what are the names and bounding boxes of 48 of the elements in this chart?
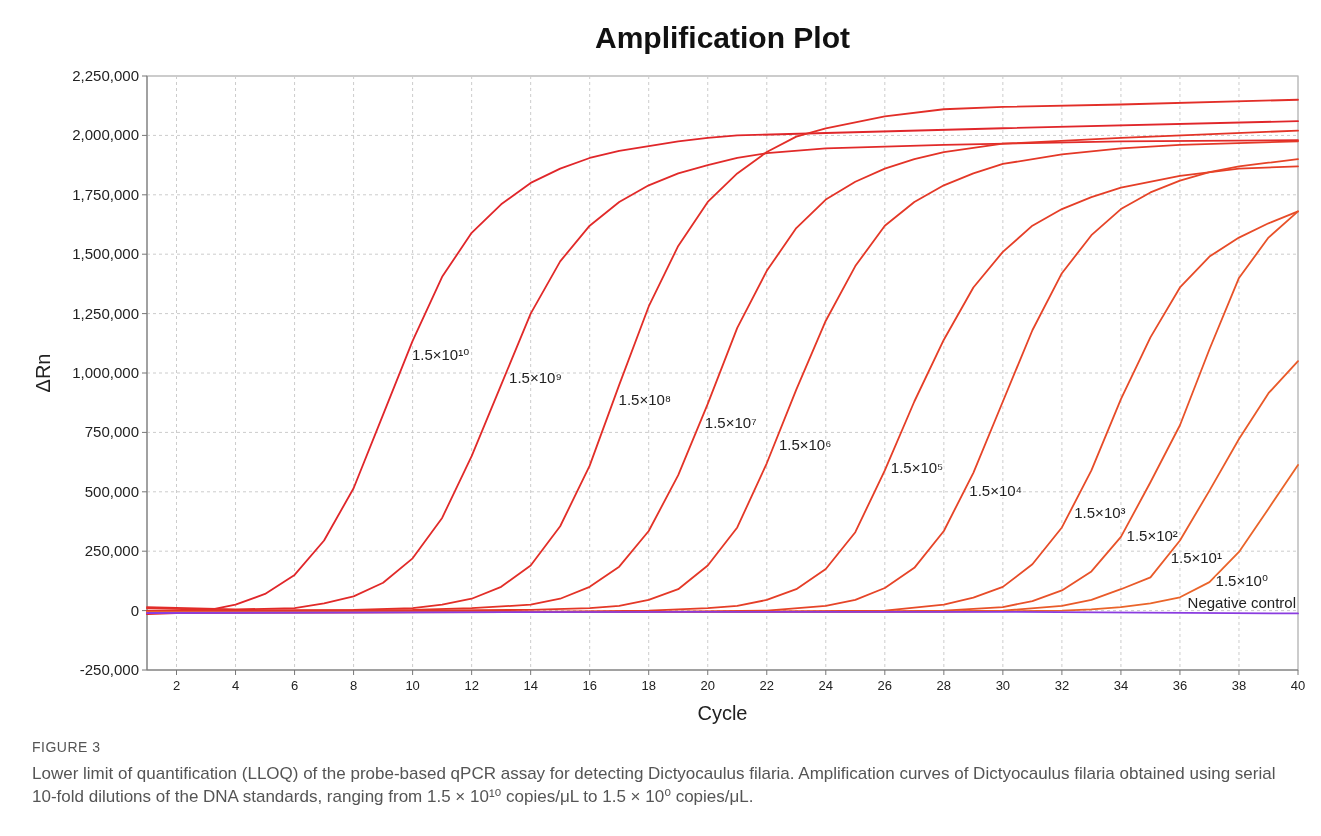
- series-label: 1.5×10⁵: [890, 459, 944, 477]
- x-tick-label: 16: [582, 678, 597, 693]
- x-tick-label: 20: [700, 678, 715, 693]
- y-tick-label: -250,000: [79, 661, 139, 678]
- series-label: Negative control: [1187, 594, 1296, 612]
- y-tick-label: 250,000: [84, 542, 139, 560]
- series-label: 1.5×10⁸: [618, 391, 672, 409]
- x-tick-label: 8: [349, 678, 358, 693]
- x-tick-label: 12: [464, 678, 479, 693]
- x-tick-label: 4: [231, 678, 240, 693]
- y-tick-label: 1,250,000: [72, 304, 139, 322]
- y-axis-title: ΔRn: [32, 353, 54, 393]
- series-label: 1.5×10¹: [1170, 549, 1222, 567]
- y-tick-label: 1,500,000: [72, 245, 139, 263]
- x-axis-title: Cycle: [697, 702, 748, 724]
- series-label: 1.5×10⁰: [1215, 571, 1268, 589]
- y-tick-label: 1,000,000: [72, 364, 139, 381]
- x-tick-label: 28: [936, 678, 952, 693]
- text: Lower limit of quantification (LLOQ) of the probe-based qPCR assay for detecting Dictyocaulus filaria. Amplification curves of Dictyocaulus filaria obtained using serial 10-fold dilutions of the DNA standards, ranging from 1.5 × 10¹⁰ copies/μL to 1.5 × 10⁰ copies/μL.: [32, 762, 1277, 808]
- x-tick-label: 6: [290, 678, 299, 693]
- chart-title: Amplification Plot: [595, 21, 851, 54]
- y-tick-label: 500,000: [84, 482, 139, 500]
- y-tick-label: 1,750,000: [72, 185, 139, 203]
- series-label: 1.5×10⁶: [778, 436, 832, 454]
- caption: FIGURE 3: [32, 738, 102, 757]
- x-tick-label: 40: [1290, 678, 1306, 693]
- series-label: 1.5×10³: [1074, 504, 1126, 522]
- y-tick-label: 750,000: [84, 423, 139, 441]
- x-tick-label: 10: [405, 678, 420, 693]
- series-label: 1.5×10⁷: [704, 413, 757, 431]
- x-tick-label: 24: [818, 678, 834, 693]
- series-label: 1.5×10⁹: [509, 368, 562, 386]
- series-label: 1.5×10²: [1126, 526, 1178, 544]
- x-tick-label: 32: [1054, 678, 1070, 693]
- series-label: 1.5×10⁴: [969, 481, 1023, 499]
- x-tick-label: 14: [523, 678, 538, 693]
- x-tick-label: 36: [1172, 678, 1188, 693]
- x-tick-label: 2: [172, 678, 181, 693]
- x-tick-label: 18: [641, 678, 656, 693]
- y-tick-label: 2,250,000: [72, 67, 139, 84]
- x-tick-label: 38: [1231, 678, 1247, 693]
- x-tick-label: 34: [1113, 678, 1129, 693]
- series-label: 1.5×10¹⁰: [411, 346, 470, 364]
- x-tick-label: 30: [995, 678, 1011, 693]
- y-tick-label: 2,000,000: [72, 126, 139, 144]
- y-tick-label: 0: [130, 601, 139, 619]
- x-tick-label: 26: [877, 678, 893, 693]
- x-tick-label: 22: [759, 678, 774, 693]
